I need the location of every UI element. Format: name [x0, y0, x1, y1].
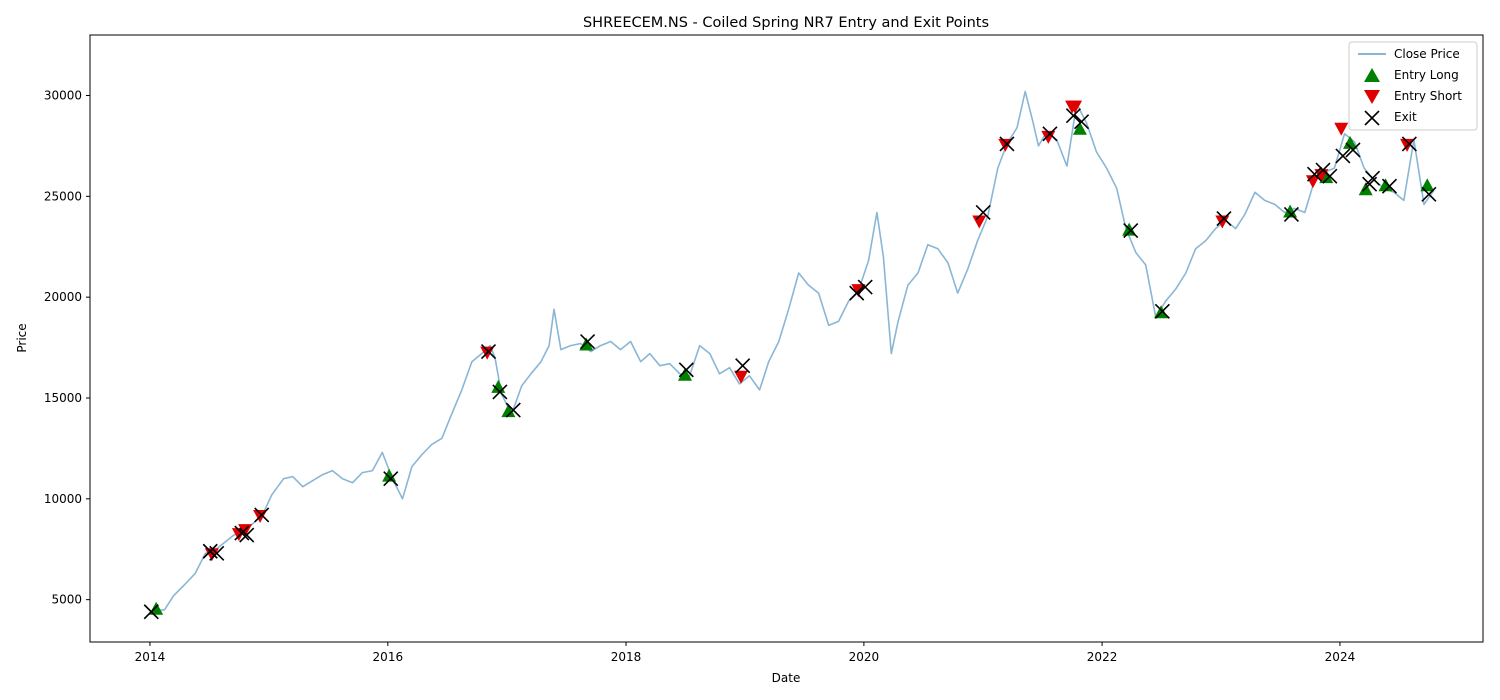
exit-marker — [1306, 166, 1323, 182]
exit-marker — [1216, 210, 1232, 227]
exit-marker — [678, 362, 694, 378]
exit-marker — [239, 527, 255, 543]
exit-marker — [1073, 114, 1090, 130]
exit-marker — [234, 525, 250, 541]
entry-short-marker — [734, 370, 749, 384]
x-tick-label: 2016 — [373, 650, 404, 664]
exit-marker — [1381, 178, 1398, 194]
y-tick-label: 5000 — [51, 593, 82, 607]
legend-close-label: Close Price — [1394, 47, 1460, 61]
y-axis: 5000 10000 15000 20000 25000 30000 — [44, 88, 90, 607]
y-tick-label: 30000 — [44, 88, 82, 102]
entry-long-marker — [382, 468, 397, 482]
y-axis-label: Price — [15, 323, 29, 352]
exit-marker — [383, 471, 399, 487]
y-tick-label: 10000 — [44, 492, 82, 506]
exit-marker — [492, 384, 508, 400]
x-tick-label: 2022 — [1087, 650, 1118, 664]
legend-exit-swatch — [1364, 110, 1380, 126]
entry-long-marker — [1283, 204, 1298, 218]
exit-marker — [975, 204, 991, 221]
entry-long-marker — [1378, 178, 1393, 192]
exit-marker — [1401, 136, 1417, 152]
exit-marker — [580, 333, 596, 350]
exit-marker — [849, 285, 865, 301]
exit-marker — [1154, 303, 1170, 319]
entry-long-marker — [677, 367, 692, 381]
legend-exit-label: Exit — [1394, 110, 1417, 124]
y-tick-label: 20000 — [44, 290, 82, 304]
x-tick-label: 2014 — [135, 650, 166, 664]
legend-short-label: Entry Short — [1394, 89, 1462, 103]
exit-marker — [480, 344, 497, 360]
plot-area — [143, 90, 1437, 620]
legend: Close Price Entry Long Entry Short Exit — [1348, 41, 1478, 131]
exit-marker — [1364, 170, 1381, 186]
entry-long-marker — [1072, 121, 1087, 135]
exit-marker — [1322, 168, 1338, 184]
exit-marker — [1042, 126, 1058, 142]
x-tick-label: 2018 — [611, 650, 642, 664]
legend-long-label: Entry Long — [1394, 68, 1459, 82]
exit-marker — [143, 604, 159, 620]
entry-long-marker — [1343, 135, 1358, 149]
x-axis: 2014 2016 2018 2020 2022 2024 — [135, 642, 1356, 664]
x-tick-label: 2024 — [1325, 650, 1356, 664]
exit-marker — [254, 507, 270, 523]
x-axis-label: Date — [772, 671, 801, 685]
entry-short-marker — [1334, 122, 1349, 136]
exit-marker — [999, 136, 1015, 152]
exit-marker — [1123, 223, 1139, 239]
legend-long-swatch — [1364, 68, 1380, 82]
exit-marker — [1283, 206, 1299, 223]
y-tick-label: 15000 — [44, 391, 82, 405]
close-price-line — [149, 90, 1435, 613]
entry-long-marker — [1319, 170, 1334, 184]
chart-title: SHREECEM.NS - Coiled Spring NR7 Entry an… — [583, 15, 989, 31]
entry-short-marker — [1068, 100, 1083, 114]
exit-marker — [1335, 148, 1351, 164]
plot-frame — [89, 34, 1484, 643]
y-tick-label: 25000 — [44, 189, 82, 203]
exit-marker — [1065, 108, 1081, 124]
exit-marker — [735, 358, 751, 374]
legend-box — [1348, 41, 1478, 131]
entry-short-marker — [1215, 215, 1230, 229]
exit-marker — [1421, 186, 1437, 202]
entry-long-marker — [1420, 178, 1435, 192]
entry-long-marker — [501, 404, 516, 418]
x-tick-label: 2020 — [849, 650, 880, 664]
exit-marker — [1345, 142, 1361, 158]
legend-short-swatch — [1364, 90, 1380, 104]
entry-short-marker — [1041, 130, 1056, 144]
exit-marker — [209, 545, 225, 561]
exit-marker — [505, 402, 521, 418]
exit-marker — [857, 279, 873, 295]
